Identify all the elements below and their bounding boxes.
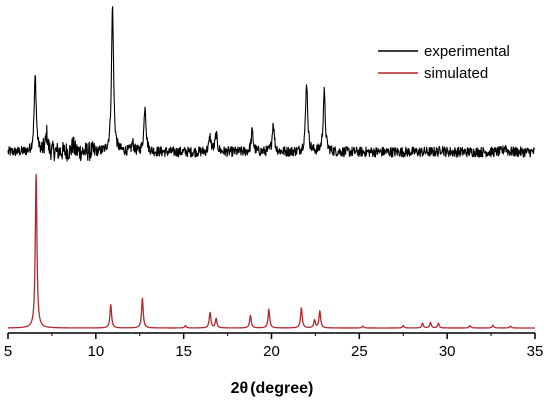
x-ticks: 5 10 15 20 25 30 35 <box>4 333 544 360</box>
x-tick-label: 35 <box>527 343 544 360</box>
series-line-simulated <box>7 173 536 329</box>
x-tick-label: 10 <box>87 343 104 360</box>
x-axis-unit: (degree) <box>250 380 313 397</box>
legend: experimental simulated <box>378 43 510 82</box>
series-layer <box>7 6 536 329</box>
x-axis-title: 2θ (degree) <box>231 380 314 397</box>
legend-label-experimental: experimental <box>424 43 510 60</box>
series-line-experimental <box>7 6 536 162</box>
x-tick-label: 25 <box>351 343 368 360</box>
x-axis-symbol: 2θ <box>231 380 249 397</box>
x-tick-label: 30 <box>439 343 456 360</box>
x-tick-label: 20 <box>263 343 280 360</box>
x-tick-label: 5 <box>4 343 12 360</box>
x-tick-label: 15 <box>175 343 192 360</box>
legend-label-simulated: simulated <box>424 65 488 82</box>
